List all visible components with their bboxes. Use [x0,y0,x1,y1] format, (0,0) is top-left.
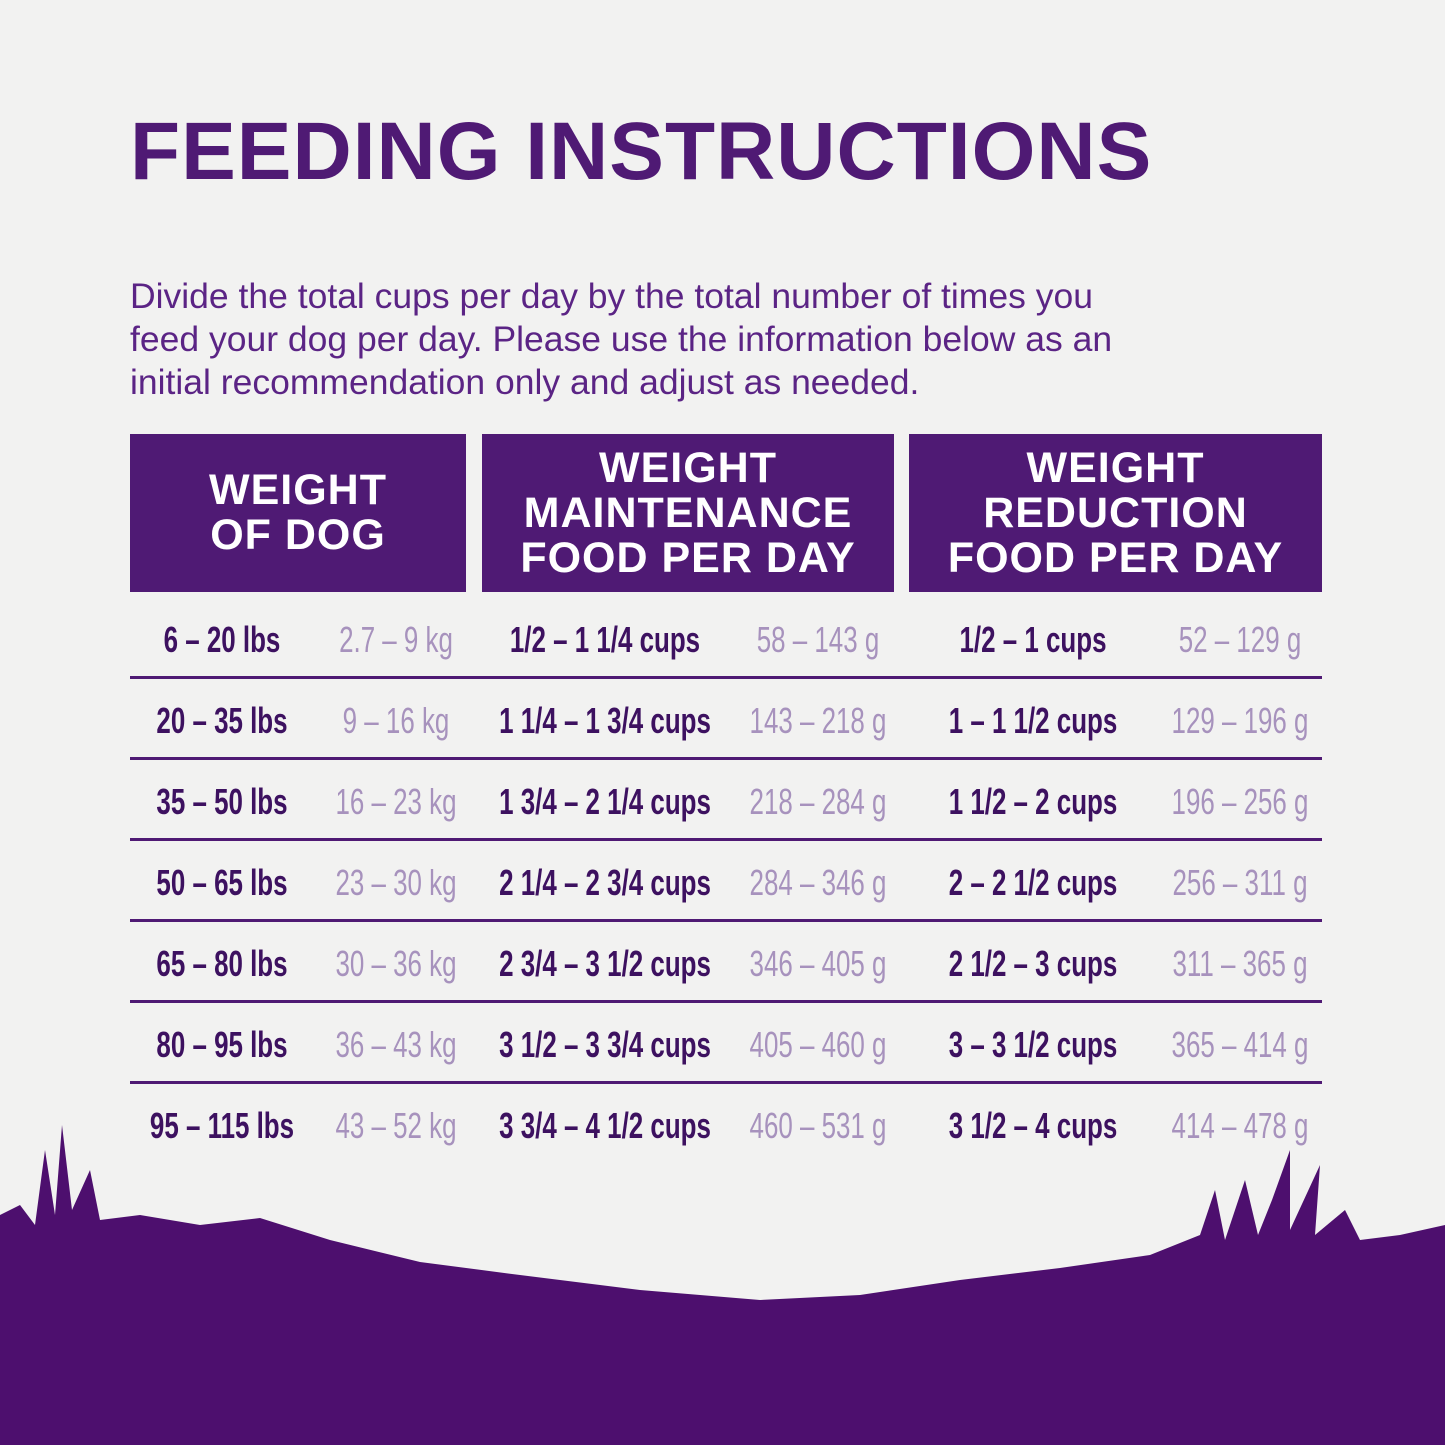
table-cell: 365 – 414 g [1171,1024,1309,1065]
table-cell: 405 – 460 g [749,1024,887,1065]
table-cell: 50 – 65 lbs [156,862,288,903]
table-cell: 2.7 – 9 kg [339,619,453,660]
table-cell: 58 – 143 g [756,619,880,660]
column-header: WEIGHT MAINTENANCE FOOD PER DAY [482,434,894,592]
table-cell: 3 3/4 – 4 1/2 cups [499,1105,711,1146]
table-cell: 30 – 36 kg [335,943,457,984]
table-cell: 346 – 405 g [749,943,887,984]
table-cell: 52 – 129 g [1178,619,1302,660]
row-divider [130,838,1322,841]
table-cell: 20 – 35 lbs [156,700,288,741]
table-cell: 1 1/4 – 1 3/4 cups [499,700,711,741]
header-line: FOOD PER DAY [520,533,856,582]
table-cell: 460 – 531 g [749,1105,887,1146]
table-cell: 3 – 3 1/2 cups [948,1024,1118,1065]
table-cell: 95 – 115 lbs [149,1105,295,1146]
table-cell: 3 1/2 – 3 3/4 cups [499,1024,711,1065]
header-line: OF DOG [210,511,386,559]
row-divider [130,919,1322,922]
header-line: REDUCTION [983,488,1248,537]
table-cell: 2 1/2 – 3 cups [948,943,1118,984]
table-cell: 196 – 256 g [1171,781,1309,822]
table-cell: 311 – 365 g [1172,943,1308,984]
row-divider [130,676,1322,679]
table-cell: 80 – 95 lbs [156,1024,288,1065]
table-cell: 2 – 2 1/2 cups [948,862,1118,903]
row-divider [130,1081,1322,1084]
table-cell: 143 – 218 g [749,700,887,741]
table-cell: 218 – 284 g [749,781,887,822]
header-line: MAINTENANCE [523,488,853,537]
column-header: WEIGHT OF DOG [130,434,466,592]
table-cell: 256 – 311 g [1172,862,1308,903]
table-cell: 1/2 – 1 cups [959,619,1107,660]
table-cell: 35 – 50 lbs [156,781,288,822]
intro-line: Divide the total cups per day by the tot… [130,276,1093,316]
table-cell: 43 – 52 kg [335,1105,457,1146]
table-cell: 129 – 196 g [1171,700,1309,741]
header-line: WEIGHT [1026,443,1205,492]
table-cell: 414 – 478 g [1171,1105,1309,1146]
table-cell: 1 1/2 – 2 cups [948,781,1118,822]
header-line: FOOD PER DAY [947,533,1284,582]
intro-line: feed your dog per day. Please use the in… [130,319,1113,359]
table-cell: 2 1/4 – 2 3/4 cups [499,862,711,903]
intro-line: initial recommendation only and adjust a… [130,362,920,402]
table-cell: 9 – 16 kg [342,700,450,741]
table-cell: 36 – 43 kg [335,1024,457,1065]
table-cell: 16 – 23 kg [335,781,457,822]
table-cell: 1/2 – 1 1/4 cups [509,619,701,660]
column-header: WEIGHT REDUCTION FOOD PER DAY [909,434,1322,592]
table-cell: 2 3/4 – 3 1/2 cups [499,943,711,984]
table-cell: 1 – 1 1/2 cups [948,700,1118,741]
table-cell: 65 – 80 lbs [156,943,288,984]
table-cell: 284 – 346 g [749,862,887,903]
row-divider [130,757,1322,760]
table-cell: 3 1/2 – 4 cups [948,1105,1118,1146]
table-cell: 23 – 30 kg [335,862,457,903]
table-cell: 1 3/4 – 2 1/4 cups [499,781,711,822]
title: FEEDING INSTRUCTIONS [130,106,1153,197]
header-line: WEIGHT [209,466,387,514]
header-line: WEIGHT [599,443,777,492]
row-divider [130,1000,1322,1003]
table-cell: 6 – 20 lbs [163,619,281,660]
